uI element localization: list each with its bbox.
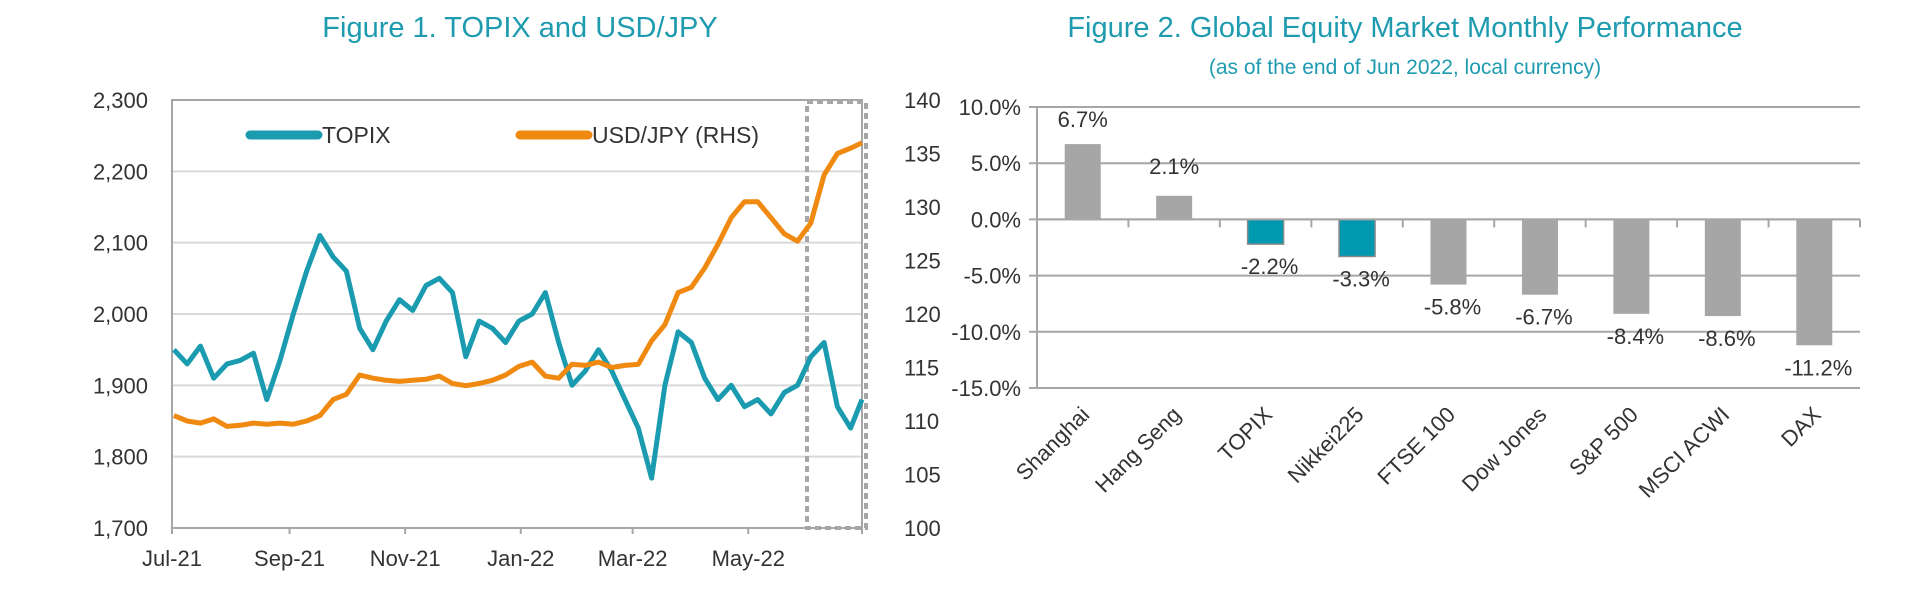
x-axis-category-label: FTSE 100: [1372, 402, 1460, 490]
x-axis-category-label: Shanghai: [1011, 402, 1094, 485]
june-highlight-box: [805, 100, 868, 530]
left-axis-tick-label: 2,000: [93, 302, 148, 327]
x-axis-category-label: Hang Seng: [1090, 402, 1186, 498]
bar-ftse-100: [1430, 219, 1467, 285]
y-axis-tick-label: 0.0%: [971, 207, 1021, 232]
x-axis-tick-label: Mar-22: [598, 546, 668, 571]
data-label: -11.2%: [1784, 355, 1852, 380]
x-axis-tick-label: May-22: [712, 546, 785, 571]
plot-frame: [171, 99, 863, 529]
y-axis-tick-label: 5.0%: [971, 151, 1021, 176]
y-axis-tick-label: 10.0%: [959, 95, 1021, 120]
data-label: -3.3%: [1332, 266, 1389, 291]
left-axis-tick-label: 2,300: [93, 88, 148, 113]
x-axis-category-label: MSCI ACWI: [1634, 402, 1735, 503]
bar-msci-acwi: [1704, 219, 1741, 317]
x-axis-tick-label: Nov-21: [370, 546, 441, 571]
left-axis-tick-label: 1,700: [93, 516, 148, 541]
left-axis-tick-label: 1,800: [93, 445, 148, 470]
right-axis-tick-label: 120: [904, 302, 941, 327]
x-axis-category-label: S&P 500: [1564, 402, 1643, 481]
series-line-topix: [172, 233, 865, 481]
bar-dax: [1796, 219, 1833, 346]
bar-nikkei225: [1338, 218, 1376, 258]
x-axis-tick-label: Jan-22: [487, 546, 554, 571]
data-label: -2.2%: [1241, 254, 1298, 279]
left-axis-tick-label: 1,900: [93, 373, 148, 398]
data-label: 6.7%: [1058, 107, 1108, 132]
legend-label: USD/JPY (RHS): [592, 122, 759, 148]
bar-s-p-500: [1613, 219, 1650, 314]
right-axis-tick-label: 135: [904, 142, 941, 167]
y-axis-tick-label: -15.0%: [951, 376, 1021, 401]
y-axis-tick-label: -5.0%: [964, 264, 1021, 289]
bar-shanghai: [1064, 144, 1101, 220]
data-label: -6.7%: [1515, 305, 1572, 330]
y-axis-tick-label: -10.0%: [951, 320, 1021, 345]
right-axis-tick-label: 125: [904, 249, 941, 274]
data-label: -8.4%: [1607, 324, 1664, 349]
figure1-title: Figure 1. TOPIX and USD/JPY: [322, 12, 718, 44]
x-axis-category-label: TOPIX: [1213, 402, 1277, 466]
bar-topix: [1246, 218, 1285, 245]
right-axis-tick-label: 130: [904, 195, 941, 220]
legend-label: TOPIX: [322, 122, 391, 148]
right-axis-tick-label: 105: [904, 463, 941, 488]
x-axis-category-label: Dow Jones: [1457, 402, 1552, 497]
left-axis-tick-label: 2,100: [93, 231, 148, 256]
x-axis-tick-label: Jul-21: [142, 546, 202, 571]
right-axis-tick-label: 115: [904, 356, 939, 381]
right-axis-tick-label: 110: [904, 409, 939, 434]
figure2-subtitle: (as of the end of Jun 2022, local curren…: [1208, 56, 1602, 79]
left-axis-tick-label: 2,200: [93, 159, 148, 184]
figure2-title: Figure 2. Global Equity Market Monthly P…: [1067, 12, 1743, 44]
data-label: -5.8%: [1424, 295, 1481, 320]
bar-dow-jones: [1521, 219, 1558, 295]
series-line-usdjpy: [172, 140, 864, 429]
x-axis-category-label: Nikkei225: [1283, 402, 1369, 488]
x-axis-category-label: DAX: [1776, 402, 1826, 452]
data-label: 2.1%: [1149, 154, 1199, 179]
right-axis-tick-label: 100: [904, 516, 941, 541]
right-axis-tick-label: 140: [904, 88, 941, 113]
bar-hang-seng: [1156, 195, 1193, 220]
data-label: -8.6%: [1698, 326, 1755, 351]
x-axis-tick-label: Sep-21: [254, 546, 325, 571]
